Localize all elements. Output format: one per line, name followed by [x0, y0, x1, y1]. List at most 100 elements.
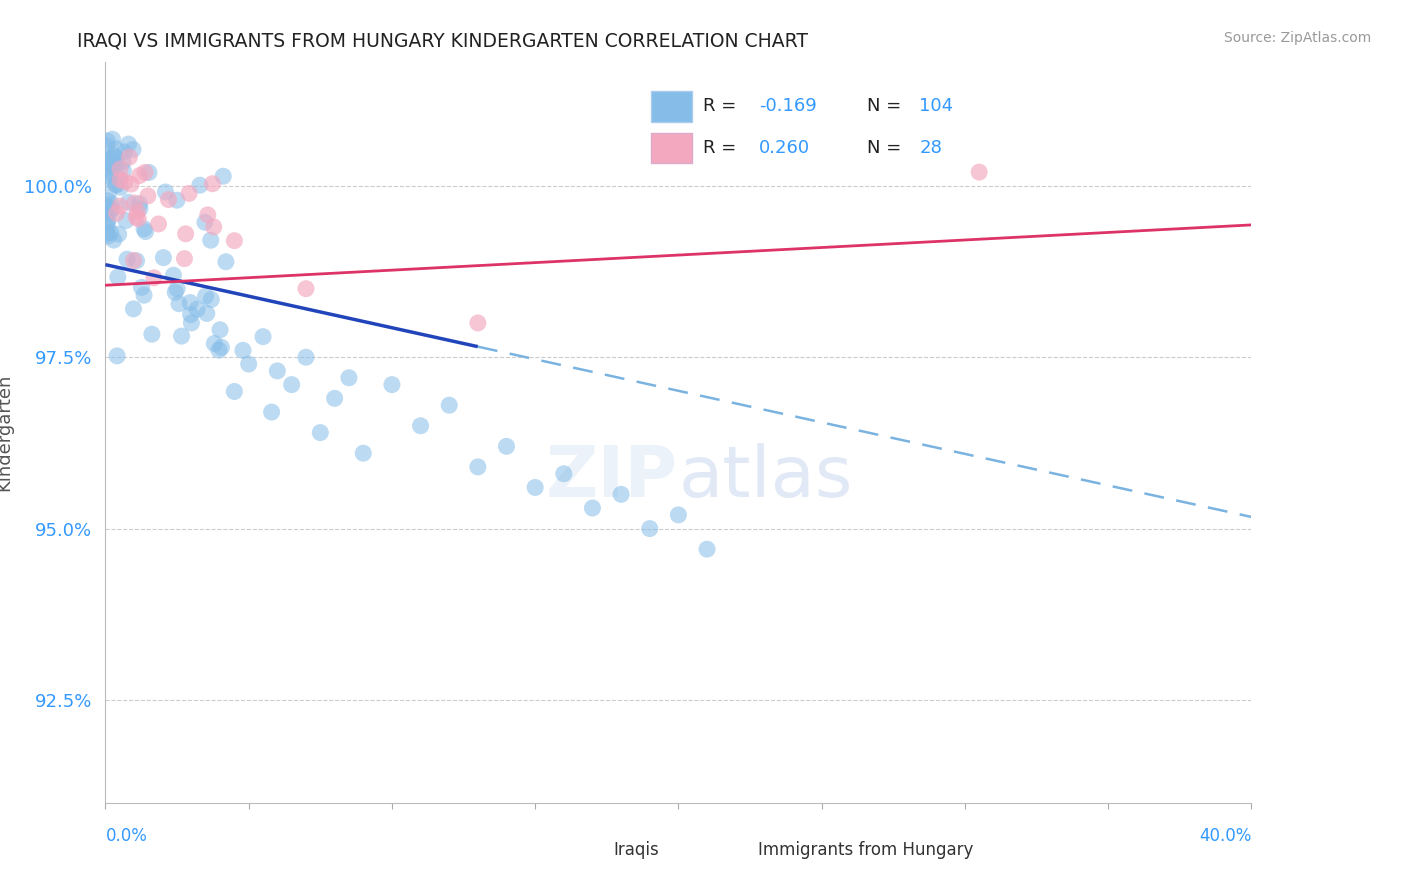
Bar	[651, 133, 692, 163]
Text: ZIP: ZIP	[546, 442, 678, 511]
Point	[467, 316, 489, 330]
Point	[100, 165, 122, 179]
Point	[104, 142, 127, 156]
Point	[108, 172, 131, 186]
Point	[173, 252, 195, 266]
Point	[108, 161, 131, 176]
Point	[96, 219, 118, 234]
Point	[148, 217, 170, 231]
Text: Iraqis: Iraqis	[613, 841, 659, 859]
Text: 104: 104	[920, 97, 953, 115]
Point	[96, 226, 118, 240]
Point	[135, 225, 157, 239]
Text: -0.169: -0.169	[759, 97, 817, 115]
Point	[194, 289, 217, 303]
Text: 40.0%: 40.0%	[1199, 827, 1251, 845]
Point	[104, 150, 127, 164]
Point	[112, 145, 135, 159]
Point	[195, 306, 218, 320]
Point	[188, 178, 211, 193]
Point	[101, 202, 124, 216]
Point	[167, 297, 190, 311]
Point	[170, 329, 193, 343]
Point	[180, 316, 202, 330]
Point	[128, 196, 150, 211]
Text: R =: R =	[703, 139, 742, 157]
Point	[666, 508, 689, 522]
Point	[186, 302, 208, 317]
Point	[174, 227, 197, 241]
Point	[337, 371, 360, 385]
Point	[201, 177, 224, 191]
Point	[127, 211, 149, 226]
Point	[295, 282, 318, 296]
Point	[118, 150, 141, 164]
Point	[96, 200, 118, 214]
Point	[97, 213, 120, 227]
Y-axis label: Kindergarten: Kindergarten	[0, 374, 13, 491]
Point	[96, 139, 118, 153]
Point	[157, 193, 180, 207]
Point	[115, 213, 138, 227]
Text: N =: N =	[868, 97, 907, 115]
Point	[524, 480, 547, 494]
Point	[96, 161, 118, 175]
Point	[212, 169, 235, 184]
Text: Immigrants from Hungary: Immigrants from Hungary	[758, 841, 973, 859]
Point	[197, 208, 219, 222]
Point	[117, 195, 139, 210]
Point	[208, 343, 231, 358]
Point	[105, 349, 128, 363]
Point	[232, 343, 254, 358]
Point	[280, 377, 302, 392]
Point	[209, 340, 232, 354]
Point	[309, 425, 332, 440]
Point	[202, 219, 225, 234]
Text: 28: 28	[920, 139, 942, 157]
Point	[125, 253, 148, 268]
Point	[177, 186, 200, 201]
Point	[696, 542, 718, 557]
Point	[96, 153, 118, 168]
Point	[200, 233, 222, 247]
Text: N =: N =	[868, 139, 907, 157]
Point	[122, 301, 145, 316]
Point	[200, 293, 222, 307]
Point	[165, 285, 187, 300]
Point	[180, 308, 202, 322]
Point	[136, 189, 159, 203]
Point	[138, 165, 160, 179]
Point	[96, 134, 118, 148]
Point	[96, 200, 118, 214]
Point	[97, 200, 120, 214]
Point	[117, 137, 139, 152]
Point	[96, 168, 118, 182]
Point	[166, 193, 188, 207]
Point	[409, 418, 432, 433]
Text: 0.0%: 0.0%	[105, 827, 148, 845]
Point	[224, 384, 246, 399]
Bar	[651, 91, 692, 121]
Point	[100, 226, 122, 240]
Point	[252, 329, 274, 343]
Point	[110, 180, 132, 194]
Point	[439, 398, 461, 412]
Point	[132, 288, 155, 302]
Point	[610, 487, 633, 501]
Point	[97, 194, 120, 208]
Point	[141, 327, 163, 342]
Point	[323, 392, 346, 406]
Text: Source: ZipAtlas.com: Source: ZipAtlas.com	[1223, 31, 1371, 45]
Point	[215, 254, 238, 268]
Point	[112, 163, 135, 178]
Point	[208, 323, 231, 337]
Point	[155, 185, 177, 199]
Point	[581, 501, 603, 516]
Point	[98, 206, 121, 220]
Point	[260, 405, 283, 419]
Point	[194, 215, 217, 229]
Text: R =: R =	[703, 97, 742, 115]
Point	[127, 204, 149, 219]
Point	[143, 270, 166, 285]
Point	[381, 377, 404, 392]
